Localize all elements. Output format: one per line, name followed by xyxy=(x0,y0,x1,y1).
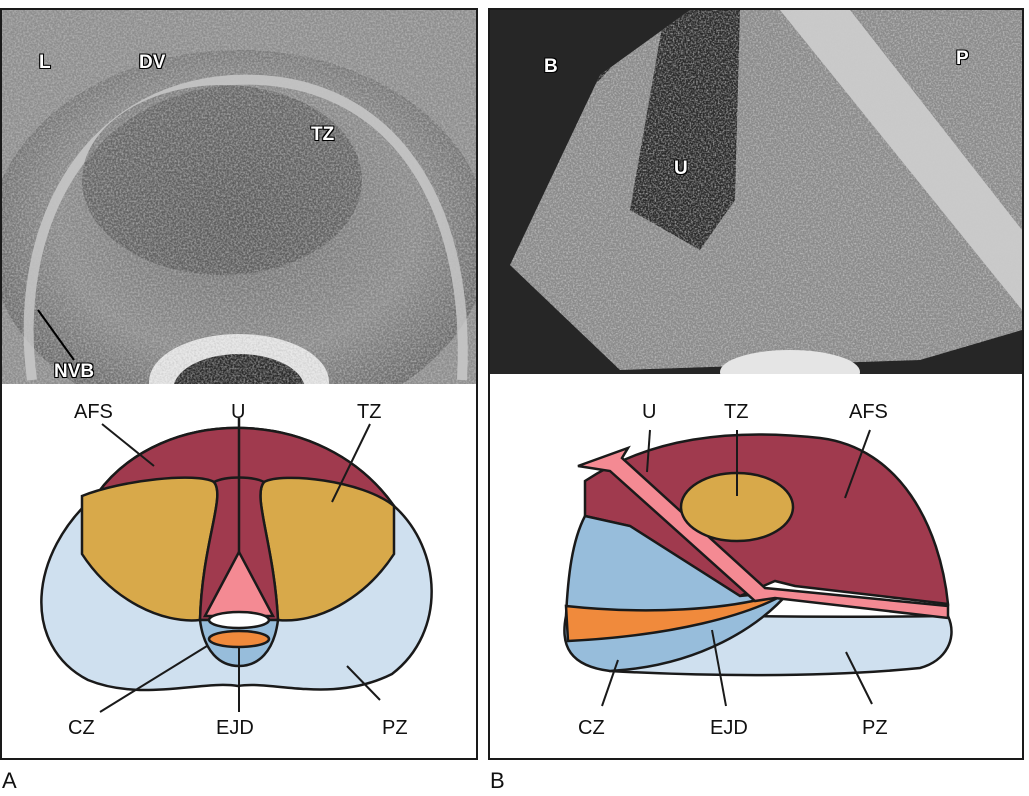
panel-b-zonal-diagram: U TZ AFS CZ EJD PZ xyxy=(563,401,953,739)
ejd-region xyxy=(207,629,271,649)
label-ejd: EJD xyxy=(216,717,254,739)
us-a-label-l: L xyxy=(39,52,51,73)
label-u: U xyxy=(642,401,656,423)
panel-b-ultrasound: B P U xyxy=(490,10,1022,374)
leader-cz xyxy=(99,645,208,713)
us-a-label-nvb: NVB xyxy=(54,361,95,382)
leader-afs xyxy=(101,423,155,467)
us-a-label-dv: DV xyxy=(139,52,166,73)
us-b-label-u: U xyxy=(674,158,688,179)
leader-pz xyxy=(346,665,381,701)
label-tz: TZ xyxy=(357,401,381,423)
us-b-label-p: P xyxy=(956,48,969,69)
leader-u xyxy=(646,429,651,473)
label-tz: TZ xyxy=(724,401,748,423)
label-pz: PZ xyxy=(862,717,888,739)
leader-tz xyxy=(331,423,371,503)
panel-a-ultrasound: L DV TZ NVB xyxy=(2,10,476,384)
label-u: U xyxy=(231,401,245,423)
panel-letter-b: B xyxy=(490,768,505,793)
urethra-ribbon xyxy=(577,445,950,620)
label-cz: CZ xyxy=(578,717,605,739)
leader-afs xyxy=(844,429,871,499)
us-b-label-b: B xyxy=(544,56,558,77)
label-afs: AFS xyxy=(74,401,113,423)
label-cz: CZ xyxy=(68,717,95,739)
leader-cz xyxy=(601,659,619,707)
leader-ejd xyxy=(711,629,727,707)
panel-letter-a: A xyxy=(2,768,17,793)
label-afs: AFS xyxy=(849,401,888,423)
label-pz: PZ xyxy=(382,717,408,739)
panel-a-zonal-diagram: AFS U TZ CZ EJD PZ xyxy=(40,401,433,739)
label-ejd: EJD xyxy=(710,717,748,739)
us-a-label-tz: TZ xyxy=(311,124,335,145)
lumen xyxy=(207,610,271,630)
leader-pz xyxy=(845,651,873,705)
